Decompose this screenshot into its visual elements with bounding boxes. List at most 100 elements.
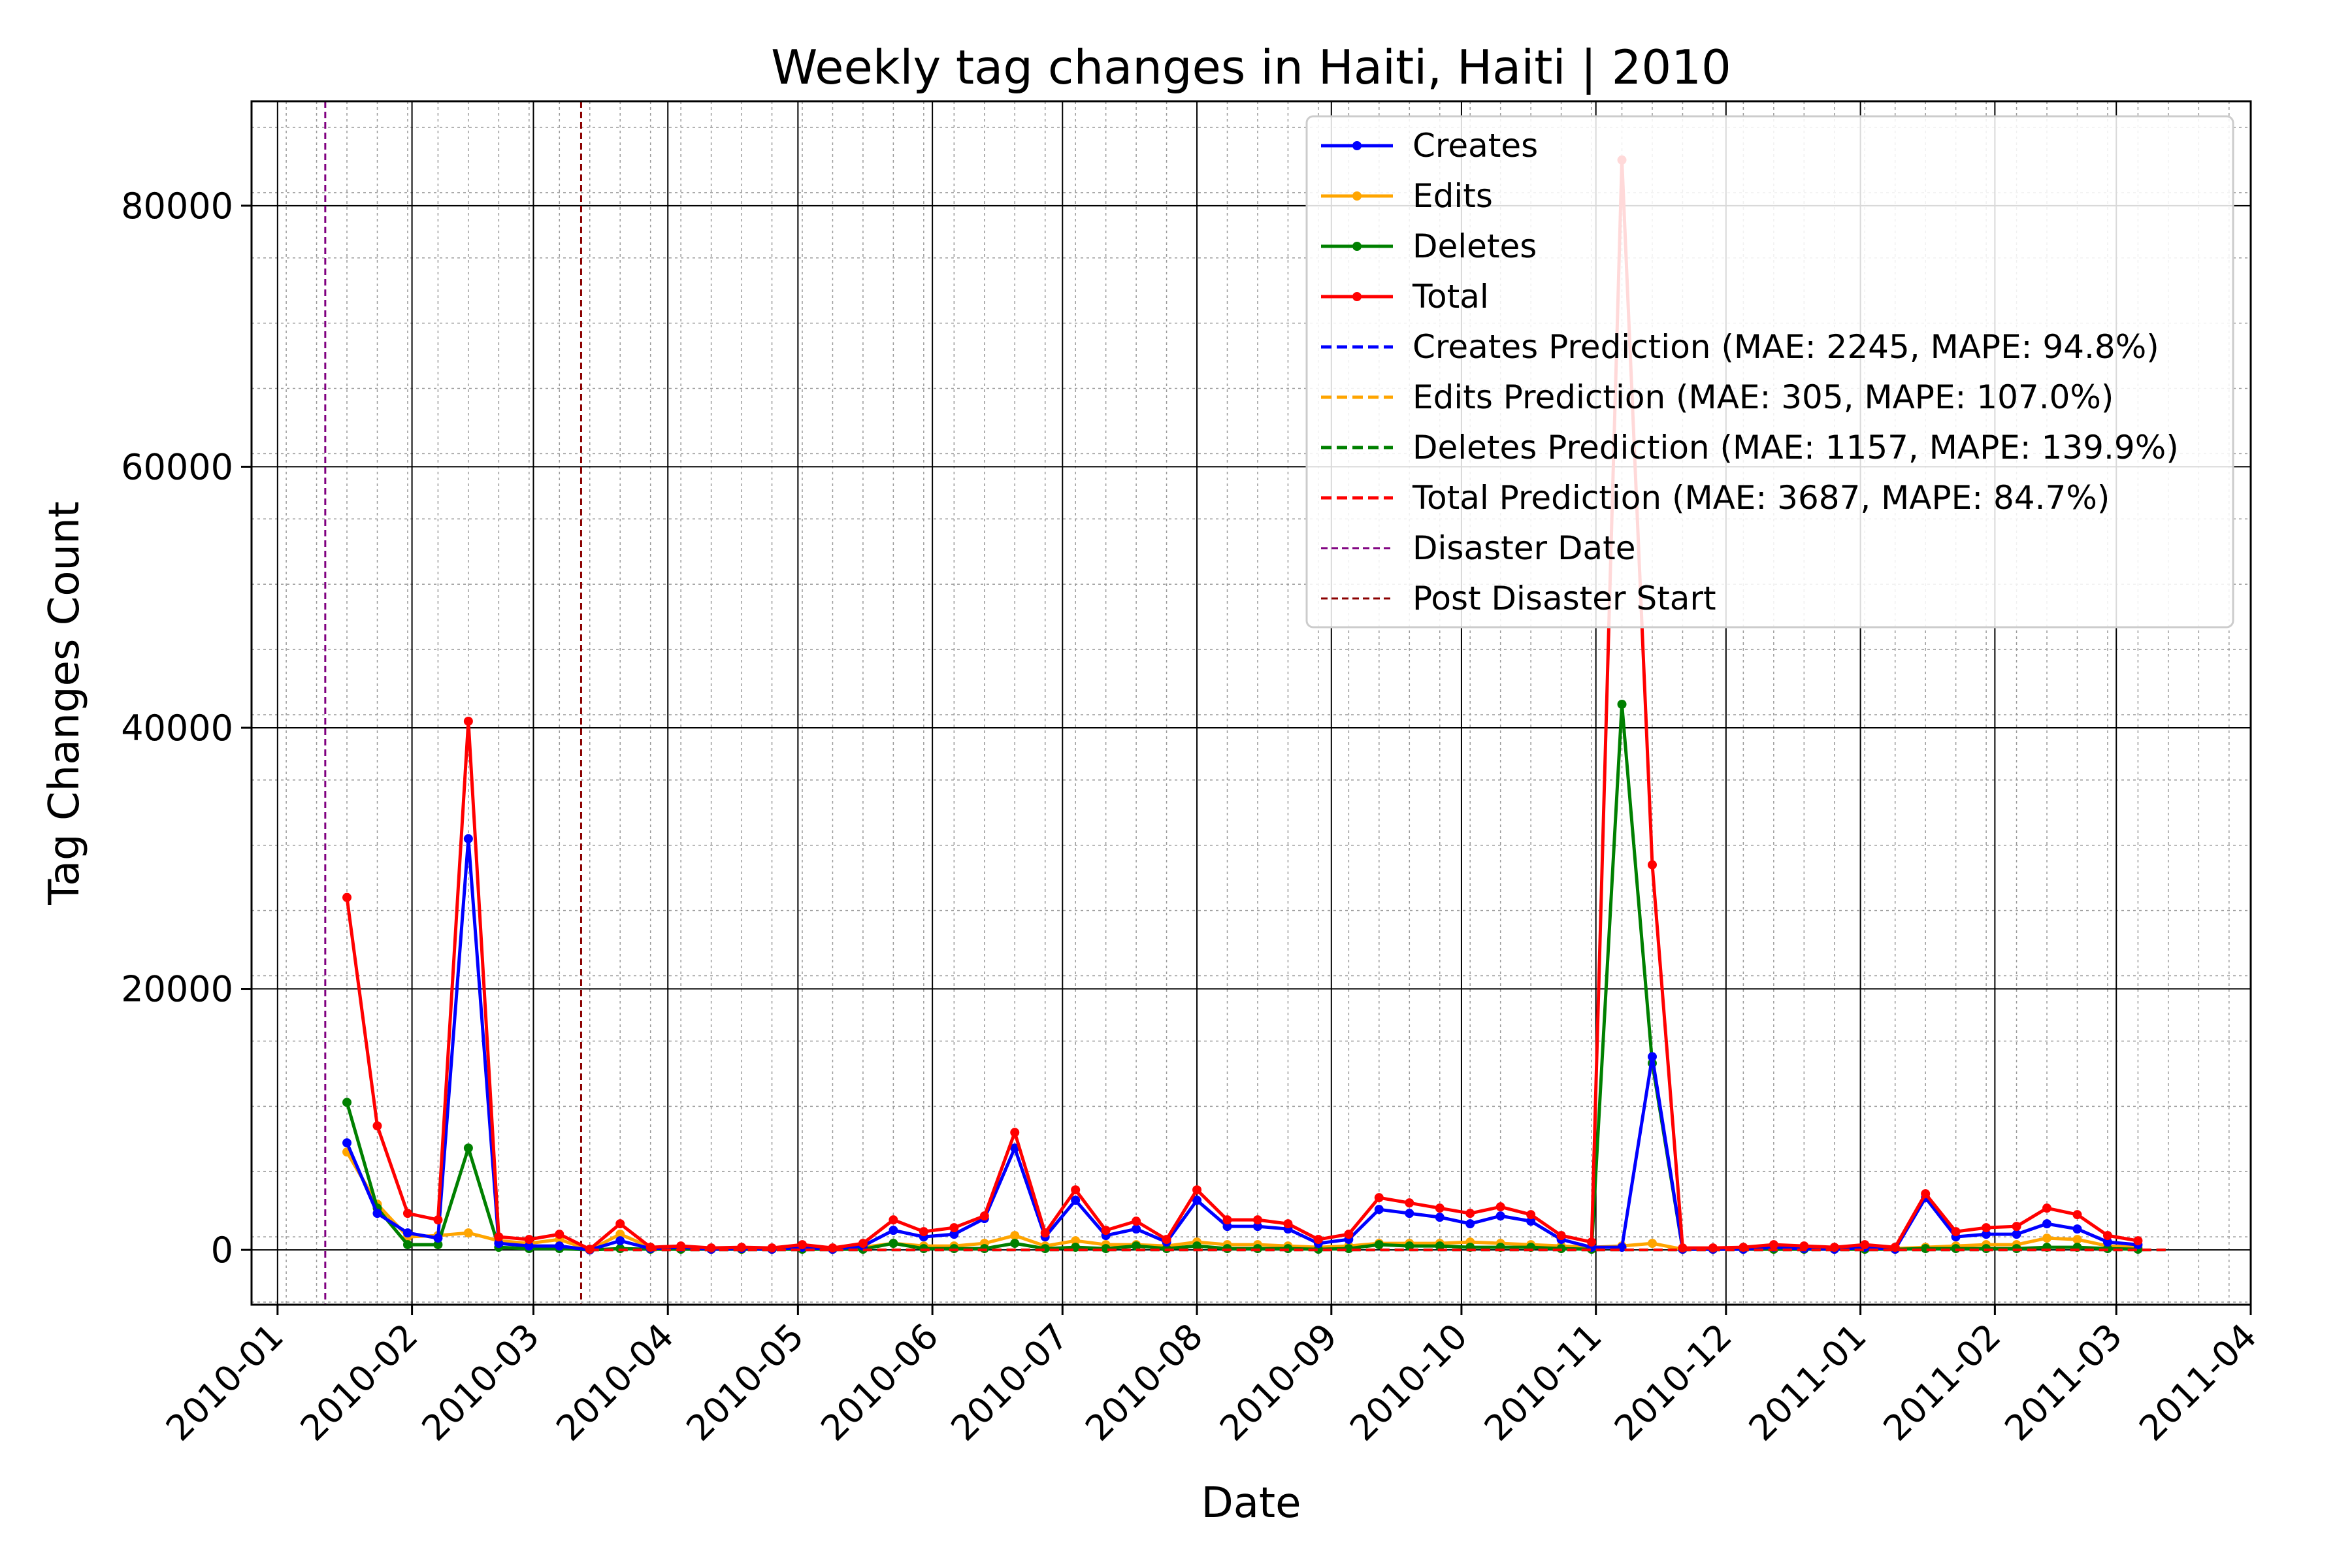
data-point-total	[949, 1223, 959, 1233]
legend-label: Deletes Prediction (MAE: 1157, MAPE: 139…	[1413, 429, 2179, 466]
series-total	[342, 155, 2143, 1254]
data-point-total	[676, 1241, 686, 1251]
data-point-deletes	[1374, 1240, 1384, 1250]
data-point-creates	[433, 1233, 443, 1243]
data-point-total	[1252, 1215, 1262, 1225]
data-point-total	[1860, 1240, 1870, 1250]
data-point-creates	[2012, 1230, 2021, 1239]
data-point-total	[1465, 1209, 1475, 1218]
data-point-deletes	[1435, 1241, 1445, 1251]
data-point-creates	[1374, 1205, 1384, 1215]
data-point-total	[615, 1219, 625, 1229]
legend-item: Post Disaster Start	[1321, 580, 1716, 617]
legend-box	[1305, 115, 2234, 629]
data-point-creates	[2102, 1237, 2112, 1247]
data-point-total	[889, 1215, 898, 1225]
data-point-total	[1769, 1240, 1778, 1250]
data-point-creates	[1222, 1222, 1232, 1232]
legend-label: Post Disaster Start	[1413, 580, 1716, 617]
legend-label: Total	[1412, 278, 1489, 316]
data-point-deletes	[889, 1239, 898, 1249]
data-point-total	[1313, 1235, 1323, 1245]
data-point-total	[1647, 860, 1657, 870]
event-lines	[324, 101, 582, 1305]
data-point-total	[1010, 1128, 1020, 1137]
data-point-creates	[2072, 1224, 2082, 1234]
data-point-creates	[1071, 1196, 1081, 1205]
legend: Creates Edits Deletes Total Creates Predicti…	[1305, 115, 2234, 629]
data-point-total	[1435, 1203, 1445, 1213]
data-point-deletes	[433, 1240, 443, 1250]
data-point-total	[1951, 1227, 1961, 1237]
legend-label: Creates	[1413, 127, 1538, 165]
data-point-creates	[1010, 1143, 1020, 1153]
data-point-edits	[2072, 1235, 2082, 1245]
data-point-creates	[1495, 1211, 1505, 1221]
data-point-total	[494, 1232, 504, 1242]
data-point-total	[1556, 1231, 1566, 1241]
data-point-creates	[1405, 1209, 1414, 1218]
legend-item: Creates Prediction (MAE: 2245, MAPE: 94.…	[1321, 328, 2159, 366]
data-point-total	[919, 1227, 928, 1237]
legend-marker	[1352, 191, 1362, 201]
data-point-creates	[889, 1226, 898, 1235]
data-point-creates	[1617, 1243, 1627, 1252]
data-point-total	[1192, 1185, 1202, 1195]
data-point-creates	[1526, 1217, 1536, 1226]
data-point-total	[1799, 1241, 1809, 1251]
data-point-creates	[402, 1228, 412, 1238]
data-point-total	[463, 716, 473, 726]
data-point-total	[1587, 1237, 1597, 1247]
legend-item: Total	[1321, 278, 1489, 316]
legend-label: Disaster Date	[1413, 529, 1635, 567]
data-point-creates	[1132, 1224, 1141, 1234]
data-point-total	[1495, 1202, 1505, 1212]
data-point-creates	[372, 1209, 382, 1218]
series-line-creates	[345, 837, 2138, 1252]
y-tick-label: 80000	[121, 186, 233, 227]
data-point-total	[555, 1230, 564, 1239]
data-point-total	[402, 1209, 412, 1218]
plot-frame	[250, 100, 2252, 1306]
data-point-total	[2012, 1222, 2021, 1232]
data-point-total	[1132, 1217, 1141, 1226]
data-point-edits	[1647, 1239, 1657, 1249]
series-line-total	[345, 158, 2138, 1251]
legend-item: Total Prediction (MAE: 3687, MAPE: 84.7%…	[1321, 479, 2110, 517]
data-point-edits	[615, 1230, 625, 1239]
data-point-total	[1040, 1228, 1050, 1238]
data-point-total	[1405, 1198, 1414, 1208]
data-point-deletes	[402, 1240, 412, 1250]
data-point-edits	[1010, 1231, 1020, 1241]
y-axis-label: Tag Changes Count	[41, 501, 89, 905]
legend-label: Edits	[1413, 177, 1493, 215]
legend-item: Edits	[1321, 177, 1493, 215]
y-tick-label: 40000	[121, 708, 233, 749]
data-point-creates	[1252, 1222, 1262, 1232]
data-point-creates	[555, 1241, 564, 1251]
legend-item: Deletes	[1321, 227, 1537, 265]
legend-marker	[1352, 292, 1362, 301]
data-point-creates	[342, 1138, 352, 1148]
data-point-total	[1982, 1223, 1991, 1233]
legend-item: Edits Prediction (MAE: 305, MAPE: 107.0%…	[1321, 378, 2114, 416]
data-point-total	[2102, 1231, 2112, 1241]
data-point-creates	[949, 1230, 959, 1239]
data-point-deletes	[463, 1143, 473, 1153]
data-point-creates	[1192, 1196, 1202, 1205]
data-point-edits	[1071, 1236, 1081, 1246]
data-point-total	[1101, 1226, 1111, 1235]
data-point-edits	[463, 1228, 473, 1238]
data-point-creates	[1465, 1219, 1475, 1229]
legend-label: Creates Prediction (MAE: 2245, MAPE: 94.…	[1413, 328, 2159, 366]
data-point-total	[1283, 1219, 1293, 1229]
series-lines	[342, 155, 2168, 1255]
y-tick-label: 60000	[121, 446, 233, 487]
data-point-total	[1222, 1215, 1232, 1225]
data-point-deletes	[1010, 1239, 1020, 1249]
legend-marker	[1352, 242, 1362, 251]
data-point-total	[1344, 1230, 1354, 1239]
legend-label: Total Prediction (MAE: 3687, MAPE: 84.7%…	[1412, 479, 2110, 517]
x-axis-label: Date	[1201, 1479, 1301, 1527]
data-point-edits	[2042, 1233, 2052, 1243]
